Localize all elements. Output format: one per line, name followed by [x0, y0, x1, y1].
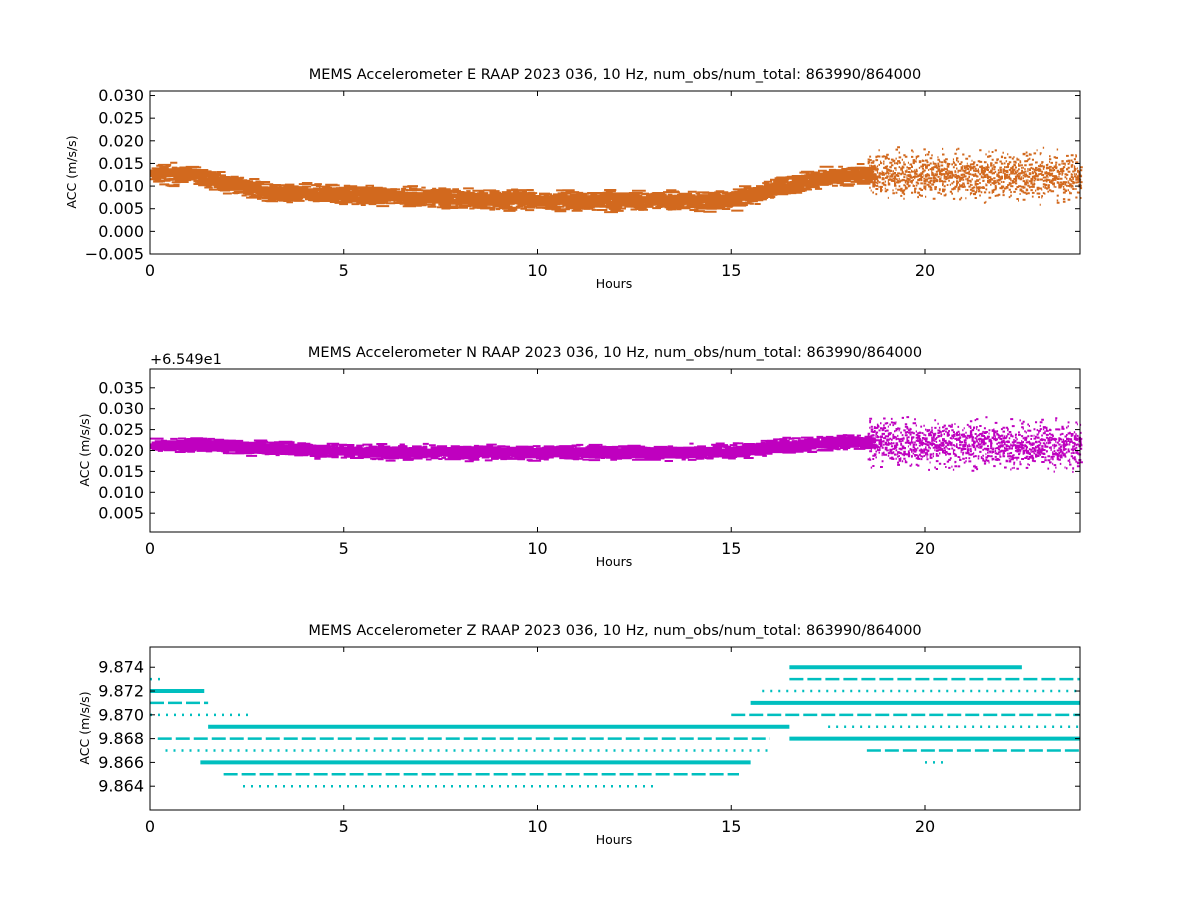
x-axis-label-n: Hours	[596, 554, 633, 569]
y-tick-label-n: 0.025	[98, 420, 144, 439]
x-tick-label-e: 10	[527, 261, 547, 280]
x-tick-label-z: 15	[721, 817, 741, 836]
chart-title-n: MEMS Accelerometer N RAAP 2023 036, 10 H…	[308, 345, 922, 361]
y-axis-label-e: ACC (m/s/s)	[64, 135, 79, 208]
x-tick-label-e: 15	[721, 261, 741, 280]
y-tick-label-n: 0.005	[98, 504, 144, 523]
y-tick-label-z: 9.870	[98, 705, 144, 724]
chart-panel-z: MEMS Accelerometer Z RAAP 2023 036, 10 H…	[77, 623, 1081, 847]
y-tick-label-n: 0.015	[98, 462, 144, 481]
y-offset-label-n: +6.549e1	[150, 352, 222, 368]
y-tick-label-z: 9.866	[98, 753, 144, 772]
data-series-n	[150, 416, 1083, 473]
y-tick-label-z: 9.874	[98, 658, 144, 677]
y-tick-label-e: 0.025	[98, 109, 144, 128]
y-tick-label-n: 0.010	[98, 483, 144, 502]
y-axis-label-n: ACC (m/s/s)	[77, 413, 92, 486]
x-tick-label-n: 20	[915, 539, 935, 558]
x-tick-label-e: 0	[145, 261, 155, 280]
x-tick-label-e: 20	[915, 261, 935, 280]
chart-panel-e: MEMS Accelerometer E RAAP 2023 036, 10 H…	[64, 67, 1083, 291]
x-tick-label-n: 5	[339, 539, 349, 558]
x-tick-label-z: 5	[339, 817, 349, 836]
x-axis-label-e: Hours	[596, 276, 633, 291]
x-tick-label-n: 0	[145, 539, 155, 558]
x-tick-label-n: 15	[721, 539, 741, 558]
x-tick-label-e: 5	[339, 261, 349, 280]
x-tick-label-z: 10	[527, 817, 547, 836]
chart-panel-n: MEMS Accelerometer N RAAP 2023 036, 10 H…	[77, 345, 1083, 569]
y-tick-label-e: 0.010	[98, 177, 144, 196]
y-tick-label-n: 0.020	[98, 441, 144, 460]
x-tick-label-z: 20	[915, 817, 935, 836]
y-tick-label-e: 0.000	[98, 222, 144, 241]
y-tick-label-e: 0.030	[98, 86, 144, 105]
chart-title-z: MEMS Accelerometer Z RAAP 2023 036, 10 H…	[308, 623, 921, 639]
data-series-e	[150, 146, 1083, 214]
y-tick-label-z: 9.872	[98, 682, 144, 701]
y-axis-label-z: ACC (m/s/s)	[77, 691, 92, 764]
y-tick-label-e: −0.005	[85, 245, 144, 264]
y-tick-label-n: 0.030	[98, 399, 144, 418]
x-axis-label-z: Hours	[596, 832, 633, 847]
plot-frame-z	[149, 646, 1081, 811]
y-tick-label-e: 0.020	[98, 131, 144, 150]
plot-frame-e	[149, 90, 1081, 255]
y-tick-label-e: 0.015	[98, 154, 144, 173]
y-tick-label-n: 0.035	[98, 378, 144, 397]
chart-title-e: MEMS Accelerometer E RAAP 2023 036, 10 H…	[309, 67, 922, 83]
y-tick-label-z: 9.864	[98, 777, 144, 796]
x-tick-label-n: 10	[527, 539, 547, 558]
y-tick-label-z: 9.868	[98, 729, 144, 748]
y-tick-label-e: 0.005	[98, 199, 144, 218]
x-tick-label-z: 0	[145, 817, 155, 836]
